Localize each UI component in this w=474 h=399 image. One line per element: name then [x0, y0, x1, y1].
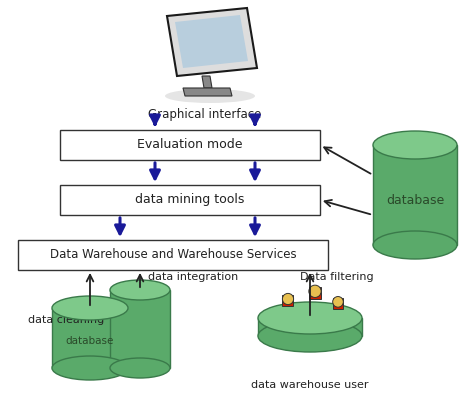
Ellipse shape: [373, 231, 457, 259]
Ellipse shape: [52, 356, 128, 380]
Polygon shape: [183, 88, 232, 96]
Text: database: database: [386, 194, 444, 207]
FancyBboxPatch shape: [60, 130, 320, 160]
Polygon shape: [167, 8, 257, 76]
Ellipse shape: [309, 285, 321, 298]
Text: data integration: data integration: [148, 272, 238, 282]
Text: Data filtering: Data filtering: [300, 272, 374, 282]
FancyBboxPatch shape: [283, 295, 293, 306]
Polygon shape: [202, 76, 212, 88]
FancyBboxPatch shape: [258, 318, 362, 336]
Text: database: database: [66, 336, 114, 346]
Ellipse shape: [258, 302, 362, 334]
FancyBboxPatch shape: [18, 240, 328, 270]
Ellipse shape: [373, 131, 457, 159]
Ellipse shape: [165, 89, 255, 103]
FancyBboxPatch shape: [309, 287, 321, 299]
Ellipse shape: [110, 280, 170, 300]
Ellipse shape: [283, 293, 293, 304]
Text: data cleaning: data cleaning: [28, 315, 104, 325]
Text: Evaluation mode: Evaluation mode: [137, 138, 243, 152]
Text: Data Warehouse and Warehouse Services: Data Warehouse and Warehouse Services: [50, 249, 296, 261]
Text: data warehouse user: data warehouse user: [251, 380, 369, 390]
Ellipse shape: [333, 296, 343, 307]
FancyBboxPatch shape: [52, 308, 128, 368]
FancyBboxPatch shape: [60, 185, 320, 215]
FancyBboxPatch shape: [373, 145, 457, 245]
Ellipse shape: [258, 320, 362, 352]
FancyBboxPatch shape: [333, 298, 343, 308]
Ellipse shape: [52, 296, 128, 320]
FancyBboxPatch shape: [110, 290, 170, 368]
Polygon shape: [175, 15, 248, 68]
Text: Graphical interface: Graphical interface: [148, 108, 262, 121]
Ellipse shape: [110, 358, 170, 378]
Text: data mining tools: data mining tools: [135, 194, 245, 207]
